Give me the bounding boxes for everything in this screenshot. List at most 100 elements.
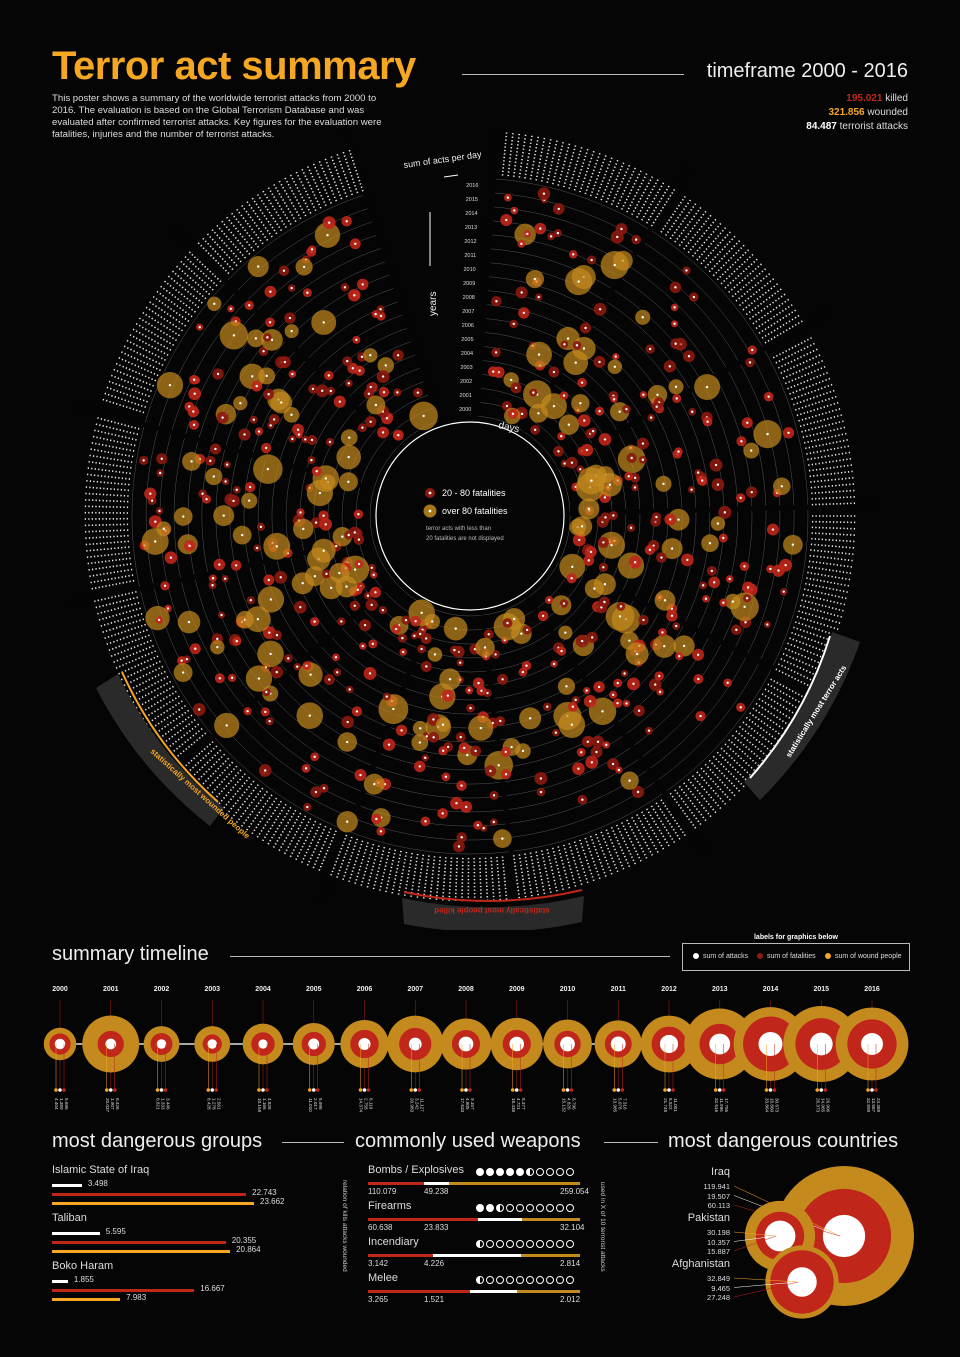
month-gap [521,167,691,433]
attack-marker-core [556,231,560,235]
attack-marker-core [623,672,626,675]
attack-marker-core [745,597,749,600]
weapon-usage-dot [516,1276,524,1284]
day-tick [794,621,838,637]
attack-marker-core [216,372,220,376]
timeline-value-label: 13.587 [871,1098,876,1112]
attack-marker-core [315,470,318,473]
attack-marker-core [570,577,573,580]
attack-marker-core [404,618,408,622]
timeline-wounded-end [54,1088,58,1092]
day-tick [240,790,268,828]
attack-marker-core [739,706,742,709]
attack-marker-core [343,286,347,289]
timeline-attacks-circle [258,1039,268,1049]
day-tick [782,359,824,379]
attack-marker-core [361,283,364,286]
attack-marker-core [235,640,238,643]
attack-marker-core [697,677,700,681]
attack-marker-core [520,291,523,294]
day-tick [772,336,813,359]
attack-marker-core [291,437,294,441]
timeline-value-label: 6.821 [156,1098,161,1110]
attack-marker-core [290,286,293,290]
timeline-attacks-end [413,1088,418,1092]
day-tick [735,730,771,760]
country-leader-line [733,1281,799,1298]
year-label: 2002 [460,379,472,385]
attack-marker-core [192,423,196,427]
timeline-attacks-end [261,1088,265,1092]
day-tick [261,803,287,842]
attack-marker-core [213,302,216,306]
day-tick [674,206,702,243]
attack-marker-core [372,573,375,577]
day-tick [101,398,145,414]
attack-marker-core [269,652,272,656]
day-tick [215,224,247,259]
timeline-wounded-end [358,1088,363,1092]
group-bar-attacks [52,1232,100,1235]
timeline-value-label: 5.998 [318,1098,323,1110]
attack-marker-core [511,412,515,416]
attack-marker-core [149,492,152,495]
day-tick [669,202,697,240]
attack-marker-core [532,391,535,394]
attack-marker-core [716,522,720,525]
day-tick [761,693,801,718]
day-tick [589,154,607,197]
timeline-year-label: 2008 [458,986,474,993]
weapon-usage-dot [566,1276,574,1284]
group-value: 1.855 [73,1275,94,1284]
timeline-value-label: 33.864 [765,1098,770,1112]
attack-marker-core [327,221,331,224]
attack-marker-core [618,615,622,618]
day-tick [84,534,129,540]
timeline-wounded-end [713,1088,718,1092]
attack-marker-core [322,786,326,790]
attack-marker-core [265,374,268,378]
timeline-fatalities-end [671,1088,675,1092]
day-tick [306,165,327,207]
timeline-wounded-end [460,1088,464,1092]
axis-sum-label: sum of acts per day [403,149,483,170]
attack-marker-core [675,624,678,628]
attack-marker-core [613,365,617,368]
day-tick [524,134,533,179]
day-tick [235,208,264,245]
day-tick [720,253,754,285]
day-tick [312,828,332,869]
country-name: Iraq [711,1166,730,1178]
day-tick [138,690,177,715]
day-tick [808,566,852,575]
day-tick [188,250,222,283]
attack-marker-core [255,546,259,550]
attack-marker-core [612,514,615,517]
timeline-attacks-end [311,1088,316,1092]
attack-marker-core [229,307,233,311]
attack-marker-core [572,253,575,256]
attack-marker-core [462,746,466,750]
attack-marker-core [590,479,593,482]
attack-marker-core [345,220,348,223]
weapon-bar-fatalities [368,1290,470,1293]
attack-marker-core [287,657,290,660]
day-tick [134,685,174,710]
attack-marker-core [205,497,208,501]
attack-marker-core [366,594,370,597]
attack-marker-core [291,372,294,376]
timeline-wounded-end [815,1088,820,1092]
day-tick [289,174,312,214]
attack-marker-core [370,566,373,569]
attack-marker-core [259,525,263,529]
day-tick [86,467,131,475]
attack-marker-core [279,576,282,579]
day-tick [805,582,849,594]
attack-marker-core [142,459,145,462]
attack-marker-core [225,724,228,727]
timeline-value-label: 20.037 [105,1098,110,1112]
attack-marker-core [598,308,602,311]
country-attacks-circle [822,1214,866,1258]
day-tick [626,819,648,860]
day-tick [716,751,750,784]
